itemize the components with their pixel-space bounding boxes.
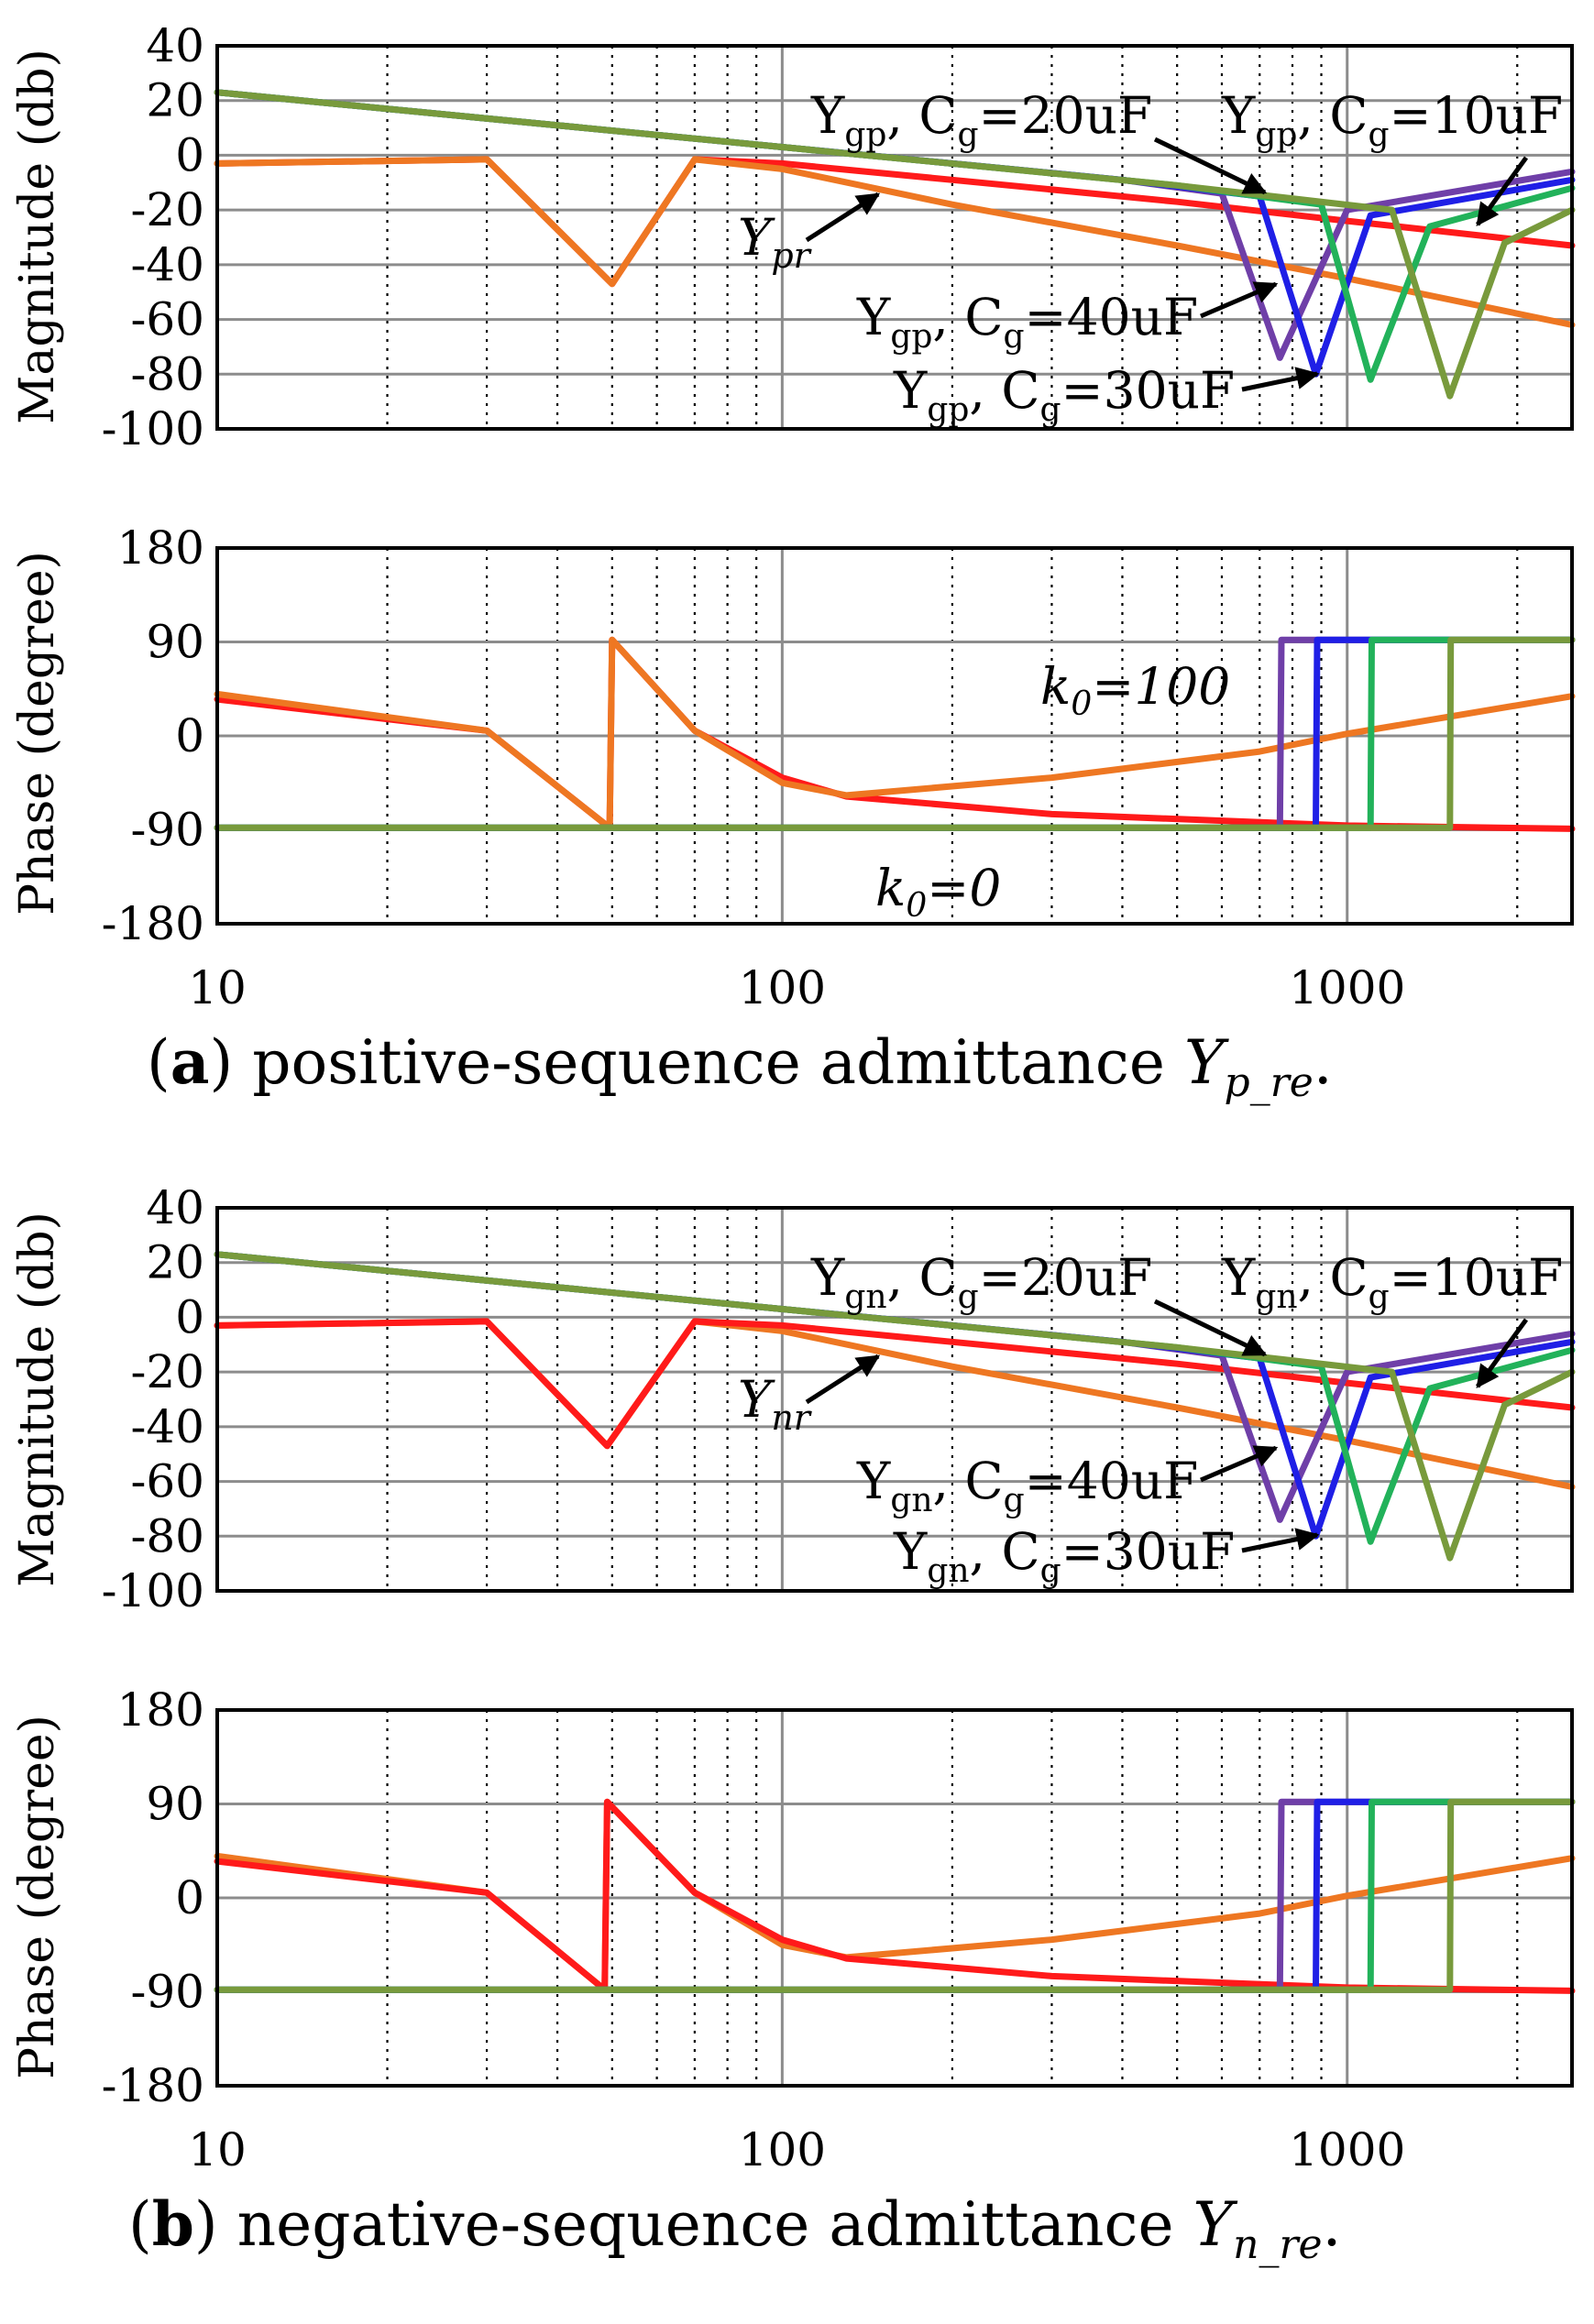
label-k0-0: k0=0 — [875, 859, 1001, 925]
arrow-c30 — [1241, 367, 1320, 392]
series-line — [214, 1251, 1576, 1562]
label-c10: Ygp, Cg=10uF — [1221, 86, 1563, 154]
y-tick-label: 20 — [146, 1236, 204, 1289]
y-tick-label: 180 — [117, 521, 204, 575]
arrow-c20 — [1153, 137, 1268, 195]
caption-b: (b) negative-sequence admittance Yn_re. — [128, 2188, 1342, 2268]
plot-frame — [215, 1206, 1574, 1593]
x-tick-label: 1000 — [1289, 961, 1405, 1014]
panel-b-phase: 180 90 0 -90 -180 Phase (degree) 10 100 1000 — [10, 1683, 1576, 2176]
caption-a: (a) positive-sequence admittance Yp_re. — [147, 1026, 1333, 1106]
annotations-a-magnitude: Ygp, Cg=20uF Ygp, Cg=10uF Ygp, Cg=40uF Y… — [738, 86, 1563, 429]
label-k0-100: k0=100 — [1040, 657, 1230, 723]
y-tick-label: -60 — [130, 1455, 204, 1508]
y-tick-label: -80 — [130, 347, 204, 400]
plot-frame — [215, 546, 1574, 926]
y-tick-label: 0 — [175, 1290, 204, 1343]
arrow-c40-b — [1200, 1445, 1279, 1483]
plot-frame — [215, 44, 1574, 431]
arrow-c10-b — [1475, 1318, 1529, 1389]
series-line — [214, 636, 1576, 831]
y-tick-label: 20 — [146, 74, 204, 127]
y-tick-label: 90 — [146, 1778, 204, 1831]
annotations-b-magnitude: Ygn, Cg=20uF Ygn, Cg=10uF Ygn, Cg=40uF Y… — [738, 1248, 1563, 1590]
label-c20: Ygp, Cg=20uF — [810, 86, 1152, 154]
label-c20-b: Ygn, Cg=20uF — [810, 1248, 1152, 1316]
label-c40-b: Ygn, Cg=40uF — [856, 1452, 1198, 1519]
label-c30-b: Ygn, Cg=30uF — [893, 1522, 1235, 1590]
y-axis-title: Magnitude (db) — [10, 1211, 65, 1587]
x-tick-label: 10 — [188, 2123, 247, 2176]
y-tick-label: 40 — [146, 1181, 204, 1234]
label-ynr: Ynr — [738, 1370, 813, 1438]
series-line — [214, 1318, 1576, 1490]
arrow-ypr — [805, 192, 881, 243]
panel-a-phase: 180 90 0 -90 -180 Phase (degree) 10 100 1000 — [10, 521, 1576, 1014]
series-line — [214, 1318, 1576, 1450]
y-tick-label: -100 — [102, 1564, 204, 1617]
y-tick-label: 0 — [175, 709, 204, 762]
label-c30: Ygp, Cg=30uF — [893, 361, 1235, 429]
y-tick-label: -80 — [130, 1509, 204, 1562]
label-c40: Ygp, Cg=40uF — [856, 288, 1198, 356]
x-tick-label: 100 — [739, 2123, 826, 2176]
y-tick-label: -180 — [102, 2059, 204, 2112]
arrow-c30-b — [1241, 1528, 1320, 1553]
y-tick-label: -180 — [102, 897, 204, 950]
arrow-c10 — [1475, 156, 1529, 227]
annotations-a-phase: k0=100 k0=0 — [875, 657, 1230, 925]
y-tick-label: 0 — [175, 128, 204, 181]
y-tick-label: -40 — [130, 1400, 204, 1453]
plot-frame — [215, 1708, 1574, 2088]
x-tick-label: 10 — [188, 961, 247, 1014]
y-tick-label: -100 — [102, 402, 204, 455]
label-c10-b: Ygn, Cg=10uF — [1221, 1248, 1563, 1316]
y-axis-title: Magnitude (db) — [10, 49, 65, 424]
y-tick-label: 0 — [175, 1871, 204, 1924]
y-tick-label: 180 — [117, 1683, 204, 1737]
series-line — [214, 636, 1576, 831]
y-axis-title: Phase (degree) — [10, 551, 65, 915]
series-line — [214, 1798, 1576, 1994]
arrow-c40 — [1200, 281, 1279, 319]
label-ypr: Ypr — [738, 208, 813, 276]
y-tick-label: -40 — [130, 238, 204, 291]
y-tick-label: 90 — [146, 616, 204, 669]
y-tick-label: -90 — [130, 1966, 204, 2019]
arrow-ynr — [805, 1354, 881, 1405]
arrow-c20-b — [1153, 1299, 1268, 1357]
series-line — [214, 89, 1576, 400]
y-tick-label: -60 — [130, 293, 204, 346]
x-tick-label: 100 — [739, 961, 826, 1014]
series-line — [214, 1798, 1576, 1993]
y-tick-label: -90 — [130, 804, 204, 857]
y-tick-label: 40 — [146, 19, 204, 72]
x-tick-label: 1000 — [1289, 2123, 1405, 2176]
y-tick-label: -20 — [130, 183, 204, 236]
series-line — [214, 156, 1576, 328]
y-tick-label: -20 — [130, 1345, 204, 1398]
y-axis-title: Phase (degree) — [10, 1715, 65, 2079]
